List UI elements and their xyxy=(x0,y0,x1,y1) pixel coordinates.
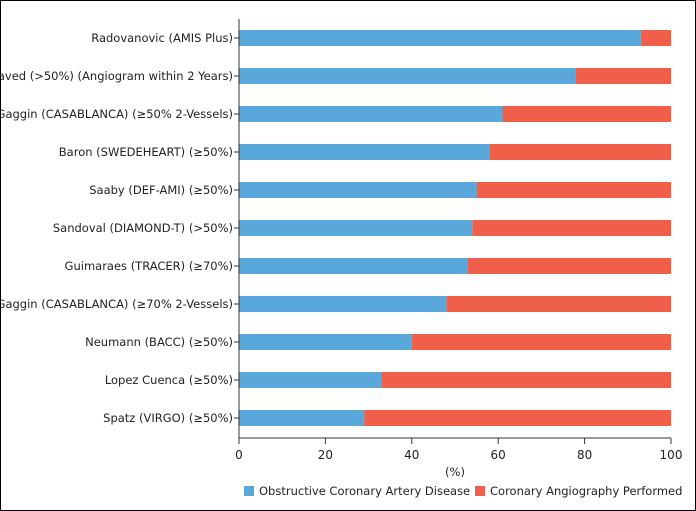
bar-segment-angiography-4 xyxy=(476,182,671,198)
bar-segment-obstructive-9 xyxy=(239,372,382,388)
bar-segment-angiography-7 xyxy=(446,296,671,312)
bar-segment-obstructive-10 xyxy=(239,410,365,426)
category-label: Baron (SWEDEHEART) (≥50%) xyxy=(59,145,233,159)
category-label: Spatz (VIRGO) (≥50%) xyxy=(103,411,233,425)
x-tick-label: 100 xyxy=(660,448,683,462)
x-axis-ticks: 0 20 40 60 80 100 xyxy=(235,438,682,462)
x-tick-label: 0 xyxy=(235,448,243,462)
bar-segment-obstructive-1 xyxy=(239,68,576,84)
bar-segment-angiography-6 xyxy=(467,258,671,274)
category-label: Radovanovic (AMIS Plus) xyxy=(91,31,233,45)
bar-segment-angiography-9 xyxy=(381,372,671,388)
bar-segment-angiography-8 xyxy=(411,334,671,350)
bar-segment-angiography-1 xyxy=(575,68,671,84)
bar-segment-angiography-0 xyxy=(640,30,671,46)
x-tick-label: 60 xyxy=(491,448,506,462)
x-axis-title: (%) xyxy=(445,465,465,479)
bar-segment-obstructive-8 xyxy=(239,334,412,350)
legend-swatch-obstructive xyxy=(244,486,254,496)
bar-segment-obstructive-7 xyxy=(239,296,447,312)
x-tick-label: 20 xyxy=(318,448,333,462)
category-label: Javed (>50%) (Angiogram within 2 Years) xyxy=(1,69,233,83)
legend: Obstructive Coronary Artery Disease Coron… xyxy=(244,484,682,498)
category-label: Neumann (BACC) (≥50%) xyxy=(85,335,233,349)
bar-segment-obstructive-5 xyxy=(239,220,473,236)
bar-segment-angiography-3 xyxy=(489,144,671,160)
bar-segment-obstructive-2 xyxy=(239,106,503,122)
bar-segment-obstructive-0 xyxy=(239,30,641,46)
legend-label-obstructive: Obstructive Coronary Artery Disease xyxy=(259,484,470,498)
bar-segment-angiography-2 xyxy=(502,106,671,122)
bar-segment-obstructive-3 xyxy=(239,144,490,160)
category-label: Guimaraes (TRACER) (≥70%) xyxy=(65,259,233,273)
bar-segment-angiography-10 xyxy=(364,410,671,426)
category-label: Saaby (DEF-AMI) (≥50%) xyxy=(89,183,233,197)
bar-segment-obstructive-4 xyxy=(239,182,477,198)
bar-segment-obstructive-6 xyxy=(239,258,468,274)
category-labels: Radovanovic (AMIS Plus) Javed (>50%) (Ang… xyxy=(1,31,233,425)
category-label: Lopez Cuenca (≥50%) xyxy=(105,373,233,387)
legend-label-angiography: Coronary Angiography Performed xyxy=(490,484,682,498)
bar-segment-angiography-5 xyxy=(472,220,671,236)
bars-layer xyxy=(239,30,671,426)
category-label: Gaggin (CASABLANCA) (≥70% 2-Vessels) xyxy=(1,297,233,311)
axes-layer xyxy=(234,19,671,439)
category-label: Sandoval (DIAMOND-T) (>50%) xyxy=(53,221,233,235)
x-tick-label: 40 xyxy=(404,448,419,462)
x-tick-label: 80 xyxy=(577,448,592,462)
category-label: Gaggin (CASABLANCA) (≥50% 2-Vessels) xyxy=(1,107,233,121)
legend-swatch-angiography xyxy=(475,486,485,496)
